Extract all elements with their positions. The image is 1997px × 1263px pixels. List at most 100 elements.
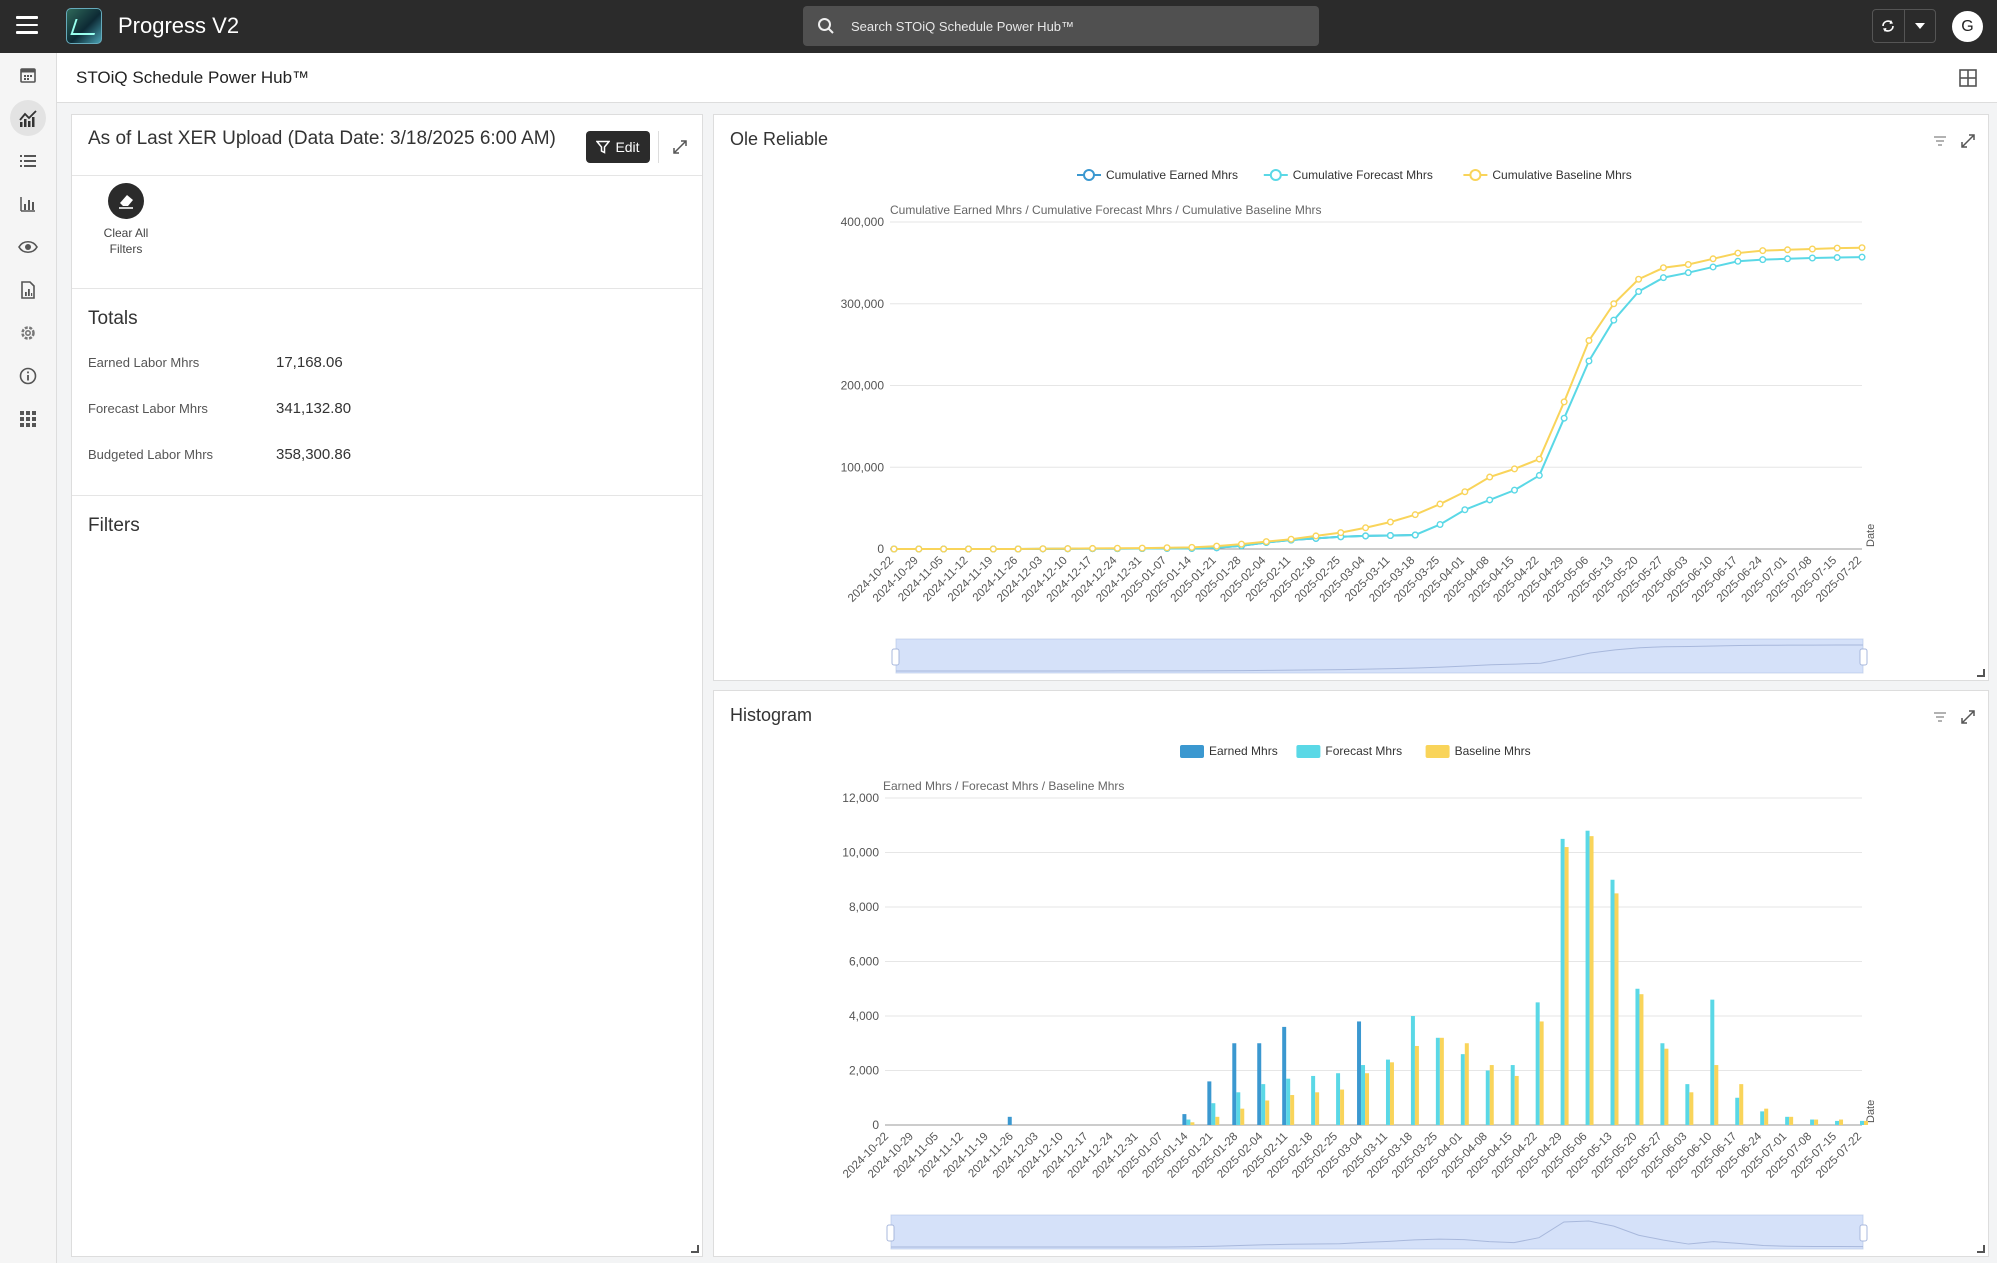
legend-marker	[1269, 169, 1282, 181]
zoom-handle-left[interactable]	[891, 648, 900, 666]
data-point	[1461, 488, 1469, 496]
edit-label: Edit	[615, 139, 640, 155]
data-point	[1784, 246, 1792, 254]
data-point	[964, 545, 972, 553]
sidebar-item-analytics[interactable]	[10, 100, 46, 136]
search-input[interactable]	[851, 6, 1301, 46]
bar	[1311, 1075, 1316, 1125]
chevron-down-icon	[1914, 23, 1925, 29]
data-point	[1064, 545, 1072, 553]
zoom-preview-line	[891, 1220, 1864, 1248]
bar	[1789, 1116, 1794, 1125]
data-point	[1511, 486, 1519, 494]
bar	[1385, 1059, 1390, 1125]
avatar[interactable]: G	[1952, 11, 1983, 42]
filters-heading: Filters	[88, 515, 140, 536]
zoom-preview-line	[896, 644, 1864, 672]
sidebar-item-calendar[interactable]	[10, 57, 46, 93]
app-title: Progress V2	[118, 13, 240, 38]
x-axis-title: Date	[1865, 1100, 1877, 1123]
bar	[1182, 1114, 1187, 1125]
resize-handle[interactable]	[1977, 1245, 1985, 1253]
bar	[1257, 1043, 1262, 1125]
chart-filter-button[interactable]	[1930, 131, 1950, 151]
sync-dropdown-button[interactable]	[1903, 10, 1936, 42]
bar	[1635, 988, 1640, 1125]
edit-filters-button[interactable]: Edit	[586, 131, 650, 163]
data-point	[1436, 520, 1444, 528]
bar	[1639, 994, 1644, 1125]
sidebar-item-settings[interactable]	[10, 315, 46, 351]
bar	[1760, 1111, 1765, 1125]
y-tick-label: 100,000	[841, 460, 885, 474]
data-point	[1138, 544, 1146, 552]
bar-chart-icon	[20, 197, 35, 212]
data-point	[1436, 500, 1444, 508]
sidebar-item-view[interactable]	[10, 229, 46, 265]
data-point	[1635, 275, 1643, 283]
data-point	[1337, 529, 1345, 537]
zoom-slider-selection	[891, 1215, 1863, 1249]
y-tick-label: 6,000	[849, 955, 879, 969]
bar	[1207, 1081, 1212, 1125]
y-tick-label: 400,000	[841, 215, 885, 229]
total-value: 341,132.80	[276, 400, 352, 417]
data-point	[1808, 254, 1816, 262]
zoom-slider-selection	[896, 639, 1863, 673]
chart-expand-button[interactable]	[1958, 707, 1978, 727]
bar	[1282, 1026, 1287, 1125]
calendar-icon	[20, 68, 36, 83]
sidebar-item-list[interactable]	[10, 143, 46, 179]
data-point	[1362, 524, 1370, 532]
bar	[1286, 1078, 1291, 1125]
data-point	[1362, 532, 1370, 540]
data-point	[1113, 544, 1121, 552]
data-point	[1560, 398, 1568, 406]
zoom-handle-left[interactable]	[886, 1224, 895, 1242]
data-point	[1486, 473, 1494, 481]
sidebar-item-report[interactable]	[10, 272, 46, 308]
histogram-panel: Histogram Earned Mhrs Forecast Mhrs Baseli…	[713, 690, 1989, 1257]
legend-marker	[1180, 745, 1204, 758]
clear-all-filters-button[interactable]: Clear All Filters	[92, 183, 160, 257]
data-point	[1734, 249, 1742, 257]
chart-title: Histogram	[730, 705, 813, 725]
bar	[1539, 1021, 1544, 1125]
legend-marker	[1469, 169, 1482, 181]
resize-handle[interactable]	[1977, 669, 1985, 677]
bar	[1660, 1043, 1665, 1125]
data-point	[915, 545, 923, 553]
bar	[1810, 1119, 1815, 1125]
y-tick-label: 2,000	[849, 1064, 879, 1078]
data-point	[1262, 538, 1270, 546]
zoom-handle-right[interactable]	[1859, 1224, 1868, 1242]
total-value: 17,168.06	[276, 354, 343, 371]
expand-icon	[673, 140, 687, 154]
expand-button[interactable]	[670, 137, 690, 157]
bar	[1439, 1037, 1444, 1125]
bar	[1510, 1065, 1515, 1125]
filter-list-icon	[1934, 712, 1946, 722]
data-point	[1312, 532, 1320, 540]
sidebar-item-info[interactable]	[10, 358, 46, 394]
chart-filter-button[interactable]	[1930, 707, 1950, 727]
data-point	[1535, 471, 1543, 479]
series-line	[894, 246, 1863, 550]
zoom-handle-right[interactable]	[1859, 648, 1868, 666]
resize-handle[interactable]	[691, 1245, 699, 1253]
layout-grid-icon[interactable]	[1959, 69, 1977, 87]
bar	[1564, 847, 1569, 1125]
total-label: Earned Labor Mhrs	[88, 355, 200, 370]
bar	[1336, 1073, 1341, 1125]
sync-button[interactable]	[1873, 10, 1904, 42]
bar	[1710, 999, 1715, 1125]
sidebar-item-bar-chart[interactable]	[10, 186, 46, 222]
sidebar-item-apps[interactable]	[10, 401, 46, 437]
bar	[1560, 838, 1565, 1125]
legend-marker	[1296, 745, 1321, 758]
menu-icon[interactable]	[16, 16, 38, 34]
data-point	[989, 545, 997, 553]
bar	[1664, 1048, 1669, 1125]
data-point	[1411, 511, 1419, 519]
chart-expand-button[interactable]	[1958, 131, 1978, 151]
